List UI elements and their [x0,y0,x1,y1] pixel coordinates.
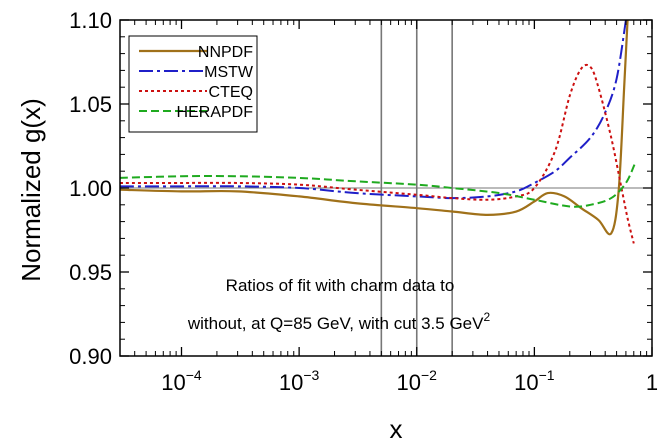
x-tick-label-exponent: −3 [303,367,319,383]
y-tick-label-3: 1.05 [69,92,112,117]
x-tick-label-4: 1 [646,370,658,395]
x-tick-label-base: 1 [646,370,658,395]
legend-label-mstw: MSTW [204,64,254,81]
legend-label-cteq: CTEQ [209,84,253,101]
x-tick-label-base: 10 [397,370,421,395]
x-tick-label-0: 10−4 [161,367,202,395]
series-lines [120,20,637,244]
x-tick-label-1: 10−3 [279,367,320,395]
annotation-line-2: without, at Q=85 GeV, with cut 3.5 GeV2 [187,310,491,333]
x-tick-label-3: 10−1 [514,367,555,395]
series-mstw-line [120,20,627,200]
series-nnpdf-line [120,20,629,236]
x-tick-label-exponent: −1 [539,367,555,383]
series-cteq-line [120,63,635,244]
y-tick-label-0: 0.90 [69,344,112,369]
legend: NNPDF MSTW CTEQ HERAPDF [128,35,258,133]
y-tick-label-4: 1.10 [69,8,112,33]
annotation-line-2-sup: 2 [483,310,490,324]
x-tick-label-base: 10 [161,370,185,395]
y-tick-label-1: 0.95 [69,260,112,285]
y-tick-label-2: 1.00 [69,176,112,201]
x-tick-label-exponent: −2 [421,367,437,383]
x-tick-labels: 10−4 10−3 10−2 10−1 1 [161,367,658,395]
annotation-line-1: Ratios of fit with charm data to [226,276,455,295]
x-axis-title: x [390,414,403,444]
legend-label-herapdf: HERAPDF [177,104,254,121]
plot-frame [119,19,653,357]
y-tick-labels: 0.90 0.95 1.00 1.05 1.10 [69,8,112,369]
legend-label-nnpdf: NNPDF [198,44,253,61]
x-tick-label-base: 10 [279,370,303,395]
x-tick-label-2: 10−2 [397,367,438,395]
series-herapdf-line [120,162,637,208]
axis-ticks [119,19,653,357]
x-tick-label-base: 10 [514,370,538,395]
y-axis-title: Normalized g(x) [16,98,46,282]
x-tick-label-exponent: −4 [186,367,202,383]
annotation-line-2-text: without, at Q=85 GeV, with cut 3.5 GeV [187,314,484,333]
